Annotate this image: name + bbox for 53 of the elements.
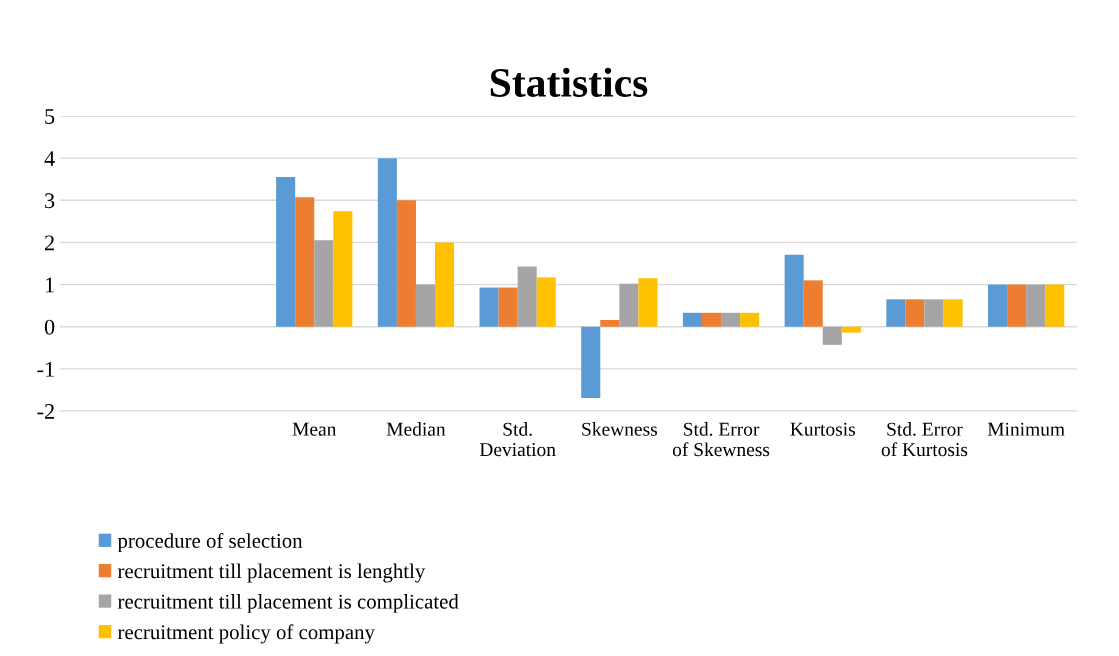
legend-label: procedure of selection — [117, 533, 303, 553]
y-tick-label: -2 — [37, 403, 54, 419]
bar — [924, 299, 944, 327]
y-tick-label: 2 — [45, 235, 54, 251]
bar — [822, 326, 842, 345]
x-tick-label: Minimum — [987, 422, 1065, 436]
y-tick-label: 5 — [45, 109, 55, 124]
x-tick-label: Median — [386, 422, 446, 436]
bar — [1045, 284, 1065, 327]
bar — [581, 326, 601, 398]
y-tick-label: 1 — [45, 277, 54, 293]
x-tick-label: Mean — [292, 422, 337, 436]
bar — [740, 312, 760, 327]
bar — [803, 280, 823, 327]
bar — [682, 312, 702, 327]
bar — [784, 254, 804, 327]
y-tick-label: 3 — [45, 193, 55, 209]
bar — [498, 287, 518, 327]
bar — [886, 299, 906, 327]
x-tick-label: Std. Deviation — [479, 422, 556, 457]
bar — [333, 211, 353, 327]
bar — [396, 200, 416, 327]
bar — [377, 158, 397, 327]
bar — [701, 312, 722, 327]
bar — [638, 278, 658, 327]
bar — [619, 283, 639, 327]
bar — [988, 284, 1008, 327]
bar — [479, 287, 499, 327]
y-tick-label: -1 — [37, 361, 54, 377]
bar — [841, 326, 861, 333]
bar — [1026, 284, 1046, 327]
bar — [905, 299, 925, 327]
x-tick-label: Skewness — [582, 422, 657, 436]
bar — [517, 266, 537, 327]
bar — [415, 284, 436, 327]
y-tick-label: 0 — [44, 319, 55, 335]
chart-title: Statistics — [490, 67, 648, 97]
legend-label: recruitment till placement is lenghtly — [117, 563, 426, 583]
bar — [536, 277, 556, 327]
legend-label: recruitment policy of company — [117, 624, 375, 644]
x-tick-label: Kurtosis — [790, 422, 855, 436]
bar — [295, 197, 315, 327]
bar — [1007, 284, 1027, 327]
bar — [600, 319, 620, 327]
x-tick-label: Std. Error of Skewness — [672, 422, 770, 457]
bar — [721, 312, 741, 327]
bar — [276, 177, 296, 327]
bar — [943, 299, 963, 327]
y-tick-label: 4 — [44, 151, 55, 166]
x-tick-label: Std. Error of Kurtosis — [881, 422, 968, 457]
bar — [435, 242, 455, 327]
legend-label: recruitment till placement is complicated — [117, 593, 459, 613]
bar — [314, 240, 334, 327]
